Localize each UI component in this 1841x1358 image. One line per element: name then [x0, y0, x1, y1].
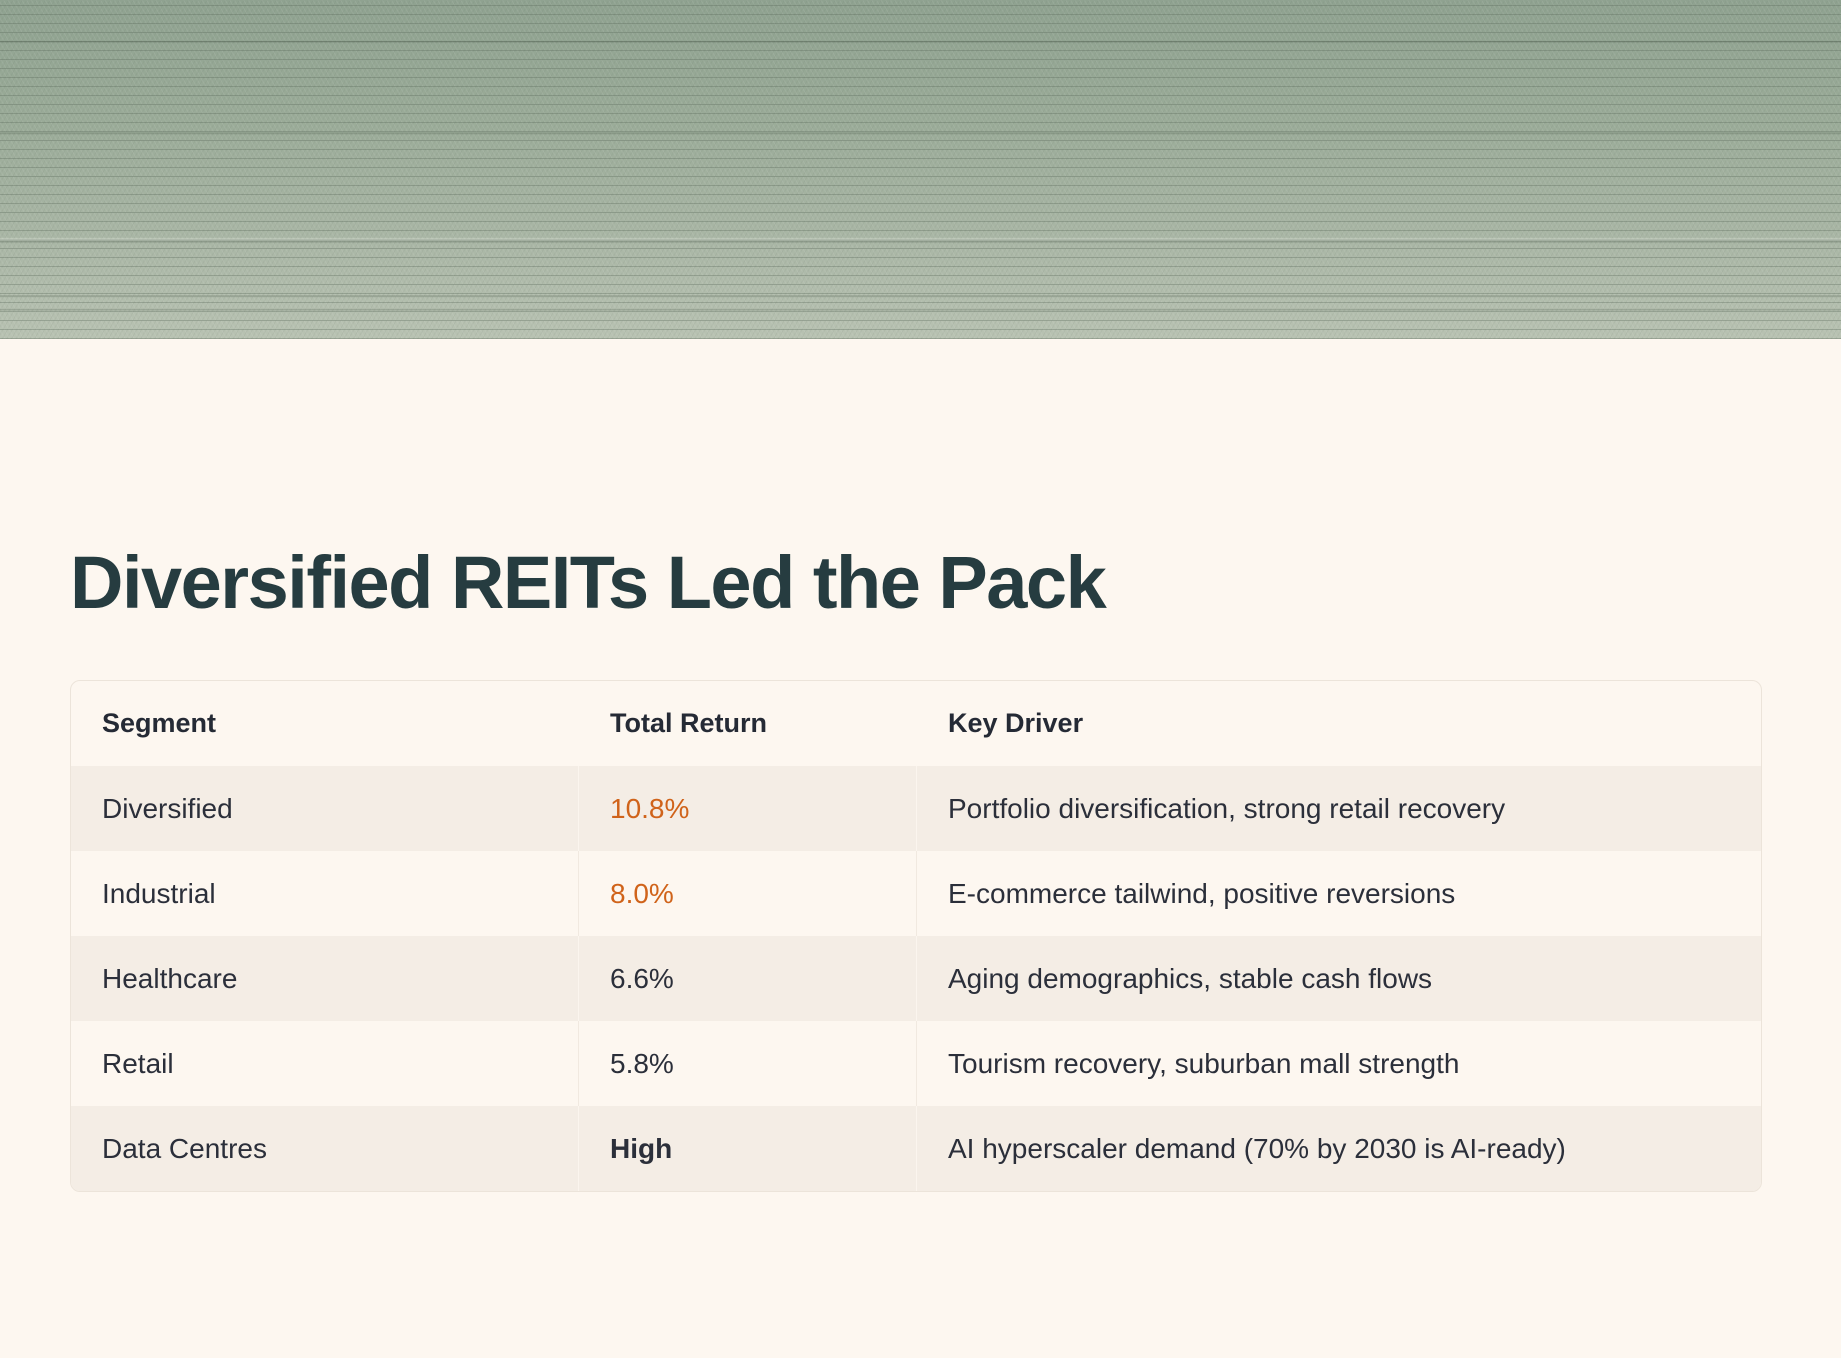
page-title: Diversified REITs Led the Pack: [70, 541, 1107, 624]
segment-cell: Retail: [71, 1021, 579, 1106]
table-row: Retail 5.8% Tourism recovery, suburban m…: [71, 1021, 1761, 1106]
total-return-cell: 6.6%: [579, 936, 917, 1021]
total-return-cell: High: [579, 1106, 917, 1191]
segment-cell: Industrial: [71, 851, 579, 936]
table-row: Healthcare 6.6% Aging demographics, stab…: [71, 936, 1761, 1021]
key-driver-cell: Aging demographics, stable cash flows: [948, 962, 1433, 994]
header-key-driver: Key Driver: [948, 708, 1084, 738]
key-driver-cell: E-commerce tailwind, positive reversions: [948, 877, 1456, 909]
header-total-return: Total Return: [610, 708, 767, 738]
table-row: Diversified 10.8% Portfolio diversificat…: [71, 766, 1761, 851]
total-return-cell: 10.8%: [579, 766, 917, 851]
key-driver-cell: Tourism recovery, suburban mall strength: [948, 1047, 1460, 1079]
table-row: Industrial 8.0% E-commerce tailwind, pos…: [71, 851, 1761, 936]
table-row: Data Centres High AI hyperscaler demand …: [71, 1106, 1761, 1191]
total-return-cell: 8.0%: [579, 851, 917, 936]
segment-cell: Data Centres: [71, 1106, 579, 1191]
table-header-row: Segment Total Return Key Driver: [71, 681, 1761, 766]
segment-cell: Healthcare: [71, 936, 579, 1021]
segment-returns-table: Segment Total Return Key Driver Diversif…: [70, 680, 1762, 1192]
total-return-cell: 5.8%: [579, 1021, 917, 1106]
key-driver-cell: Portfolio diversification, strong retail…: [948, 792, 1506, 824]
header-segment: Segment: [102, 708, 217, 738]
header-banner-image: [0, 0, 1841, 339]
segment-cell: Diversified: [71, 766, 579, 851]
key-driver-cell: AI hyperscaler demand (70% by 2030 is AI…: [948, 1132, 1566, 1164]
